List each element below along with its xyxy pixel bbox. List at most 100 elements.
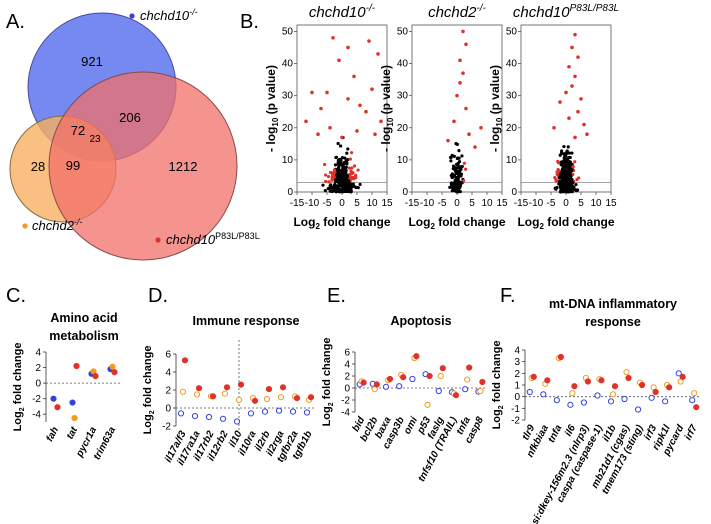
y-axis-label: - log10 (p value) (488, 65, 504, 152)
y-tick-label: 30 (506, 91, 518, 102)
data-point-chchd2 (277, 394, 285, 401)
significant-point (467, 132, 471, 136)
y-tick-label: 2 (514, 369, 520, 380)
data-point-chchd10 (675, 370, 682, 377)
data-point-chchd10 (607, 398, 615, 405)
data-point-p83l (360, 379, 367, 386)
x-tick-label: -5 (547, 198, 556, 209)
y-tick-label: 1 (514, 381, 520, 392)
data-point-chchd2 (437, 372, 444, 380)
significant-point (573, 74, 577, 79)
nonsignificant-point (567, 165, 571, 169)
data-point-p83l (479, 378, 486, 386)
significant-point (564, 90, 568, 95)
y-axis-label: Log2 fold change (12, 343, 26, 432)
significant-point (376, 52, 380, 56)
x-tick-label: -10 (305, 198, 320, 209)
y-tick-label: 3 (514, 357, 520, 368)
significant-point (464, 167, 468, 171)
significant-point (573, 135, 577, 140)
data-point-chchd10 (247, 410, 255, 417)
significant-point (556, 167, 560, 172)
significant-point (462, 179, 466, 183)
significant-point (348, 157, 352, 161)
nonsignificant-point (453, 165, 457, 170)
significant-point (455, 93, 459, 98)
data-point-p83l (598, 377, 605, 384)
nonsignificant-point (334, 178, 338, 182)
significant-point (567, 64, 571, 69)
significant-point (350, 151, 354, 155)
data-point-p83l (625, 374, 632, 382)
nonsignificant-point (559, 151, 564, 155)
data-point-p83l (400, 374, 407, 381)
nonsignificant-point (564, 150, 569, 155)
significant-point (570, 84, 574, 88)
volcano-title: chchd10P83L/P83L (513, 3, 619, 21)
nonsignificant-point (351, 182, 355, 186)
chart-title: Apoptosis (390, 314, 451, 328)
nonsignificant-point (454, 142, 458, 146)
nonsignificant-point (563, 153, 567, 157)
x-tick-label: 15 (496, 198, 508, 209)
data-point-chchd2 (193, 391, 201, 398)
panel-letter-d: D. (148, 285, 168, 307)
data-point-p83l (265, 386, 273, 393)
significant-point (326, 174, 331, 179)
nonsignificant-point (356, 185, 360, 190)
nonsignificant-point (575, 188, 580, 192)
data-point-chchd2 (691, 390, 698, 397)
significant-point (458, 81, 462, 85)
chart-title: response (585, 315, 641, 329)
nonsignificant-point (564, 165, 568, 169)
significant-point (350, 166, 354, 170)
data-point-p83l (386, 375, 394, 383)
nonsignificant-point (566, 159, 571, 163)
nonsignificant-point (457, 181, 461, 185)
significant-point (367, 39, 371, 43)
data-point-chchd2 (221, 390, 229, 397)
category-label: irf7 (683, 423, 700, 442)
nonsignificant-point (456, 187, 460, 191)
data-point-p83l (611, 383, 619, 390)
significant-point (458, 58, 462, 63)
x-tick-label: 5 (578, 198, 584, 209)
y-tick-label: 0 (511, 187, 517, 198)
data-point-chchd10 (69, 399, 76, 406)
data-point-chchd10 (567, 401, 574, 408)
data-point-chchd2 (477, 387, 484, 395)
y-tick-label: -2 (341, 396, 350, 407)
significant-point (355, 129, 359, 133)
nonsignificant-point (336, 158, 340, 162)
significant-point (346, 45, 350, 50)
nonsignificant-point (337, 169, 342, 173)
nonsignificant-point (570, 151, 574, 155)
nonsignificant-point (557, 182, 561, 186)
data-point-p83l (181, 357, 189, 364)
legend-marker-chchd2 (22, 223, 28, 229)
y-tick-label: 0 (35, 379, 41, 390)
data-point-p83l (638, 381, 646, 389)
data-point-p83l (557, 353, 564, 361)
nonsignificant-point (338, 183, 342, 188)
nonsignificant-point (323, 189, 327, 193)
panel-letter-f: F. (500, 285, 516, 307)
data-point-p83l (413, 353, 420, 360)
x-tick-label: 0 (339, 198, 345, 209)
significant-point (352, 164, 357, 168)
nonsignificant-point (566, 145, 570, 149)
nonsignificant-point (338, 188, 343, 192)
venn-count-all: 23 (89, 134, 101, 145)
nonsignificant-point (346, 147, 350, 151)
data-point-chchd10 (553, 397, 560, 404)
data-point-chchd10 (540, 391, 547, 398)
significant-point (354, 176, 358, 180)
nonsignificant-point (449, 181, 453, 185)
x-tick-label: 10 (481, 198, 493, 209)
y-axis-label: - log10 (p value) (264, 65, 280, 152)
data-point-chchd10 (462, 386, 469, 393)
significant-point (330, 171, 335, 175)
